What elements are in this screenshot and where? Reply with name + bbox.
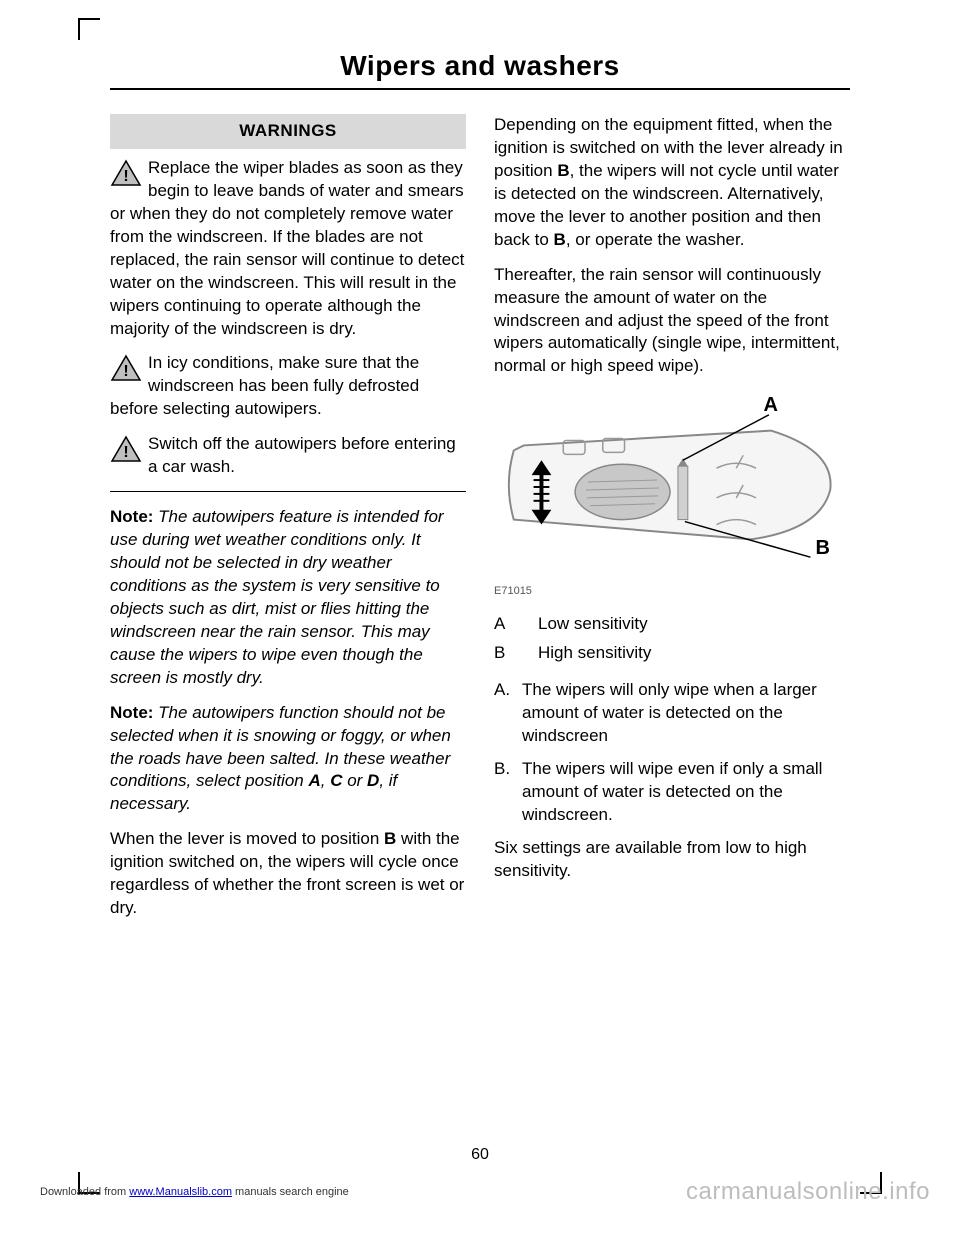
warning-triangle-icon: !	[110, 435, 142, 463]
list-b-letter: B.	[494, 758, 522, 827]
p1-b1: B	[557, 161, 569, 180]
warnings-header: WARNINGS	[110, 114, 466, 149]
warning-3-text: Switch off the autowipers before enterin…	[148, 434, 456, 476]
note-2-label: Note:	[110, 703, 153, 722]
watermark: carmanualsonline.info	[686, 1178, 930, 1206]
warning-3: ! Switch off the autowipers before enter…	[110, 433, 466, 479]
svg-text:!: !	[123, 168, 128, 185]
list-a-letter: A.	[494, 679, 522, 748]
footer-link[interactable]: www.Manualslib.com	[129, 1186, 232, 1198]
wiper-stalk-diagram: A B	[494, 390, 850, 580]
warning-2-text: In icy conditions, make sure that the wi…	[110, 353, 419, 418]
crop-mark-tl	[78, 18, 100, 40]
note-1-text: The autowipers feature is intended for u…	[110, 507, 444, 687]
p1-b2: B	[554, 230, 566, 249]
note-2-sep2: or	[342, 771, 367, 790]
legend-a: A Low sensitivity	[494, 613, 850, 636]
list-item-a: A. The wipers will only wipe when a larg…	[494, 679, 850, 748]
diagram-label-a: A	[764, 392, 778, 419]
diagram-label-b: B	[816, 535, 830, 562]
right-para-1: Depending on the equipment fitted, when …	[494, 114, 850, 252]
warning-triangle-icon: !	[110, 159, 142, 187]
warning-1: ! Replace the wiper blades as soon as th…	[110, 157, 466, 341]
note-2-d: D	[367, 771, 379, 790]
legend-a-letter: A	[494, 613, 538, 636]
footer-source: Downloaded from www.Manualslib.com manua…	[40, 1186, 349, 1198]
right-column: Depending on the equipment fitted, when …	[494, 114, 850, 932]
p1-post: , or operate the washer.	[566, 230, 745, 249]
lever-b: B	[384, 829, 396, 848]
page-content: Wipers and washers WARNINGS ! Replace th…	[110, 50, 850, 932]
legend-a-text: Low sensitivity	[538, 613, 648, 636]
legend-b: B High sensitivity	[494, 642, 850, 665]
page-number: 60	[0, 1146, 960, 1164]
footer-post: manuals search engine	[232, 1186, 349, 1198]
title-rule	[110, 88, 850, 90]
note-2-sep1: ,	[321, 771, 330, 790]
note-2-c: C	[330, 771, 342, 790]
note-2-a: A	[308, 771, 320, 790]
legend-b-letter: B	[494, 642, 538, 665]
footer-pre: Downloaded from	[40, 1186, 129, 1198]
note-2: Note: The autowipers function should not…	[110, 702, 466, 817]
warning-1-text: Replace the wiper blades as soon as they…	[110, 158, 464, 338]
svg-text:!: !	[123, 444, 128, 461]
lever-pre: When the lever is moved to position	[110, 829, 384, 848]
note-1: Note: The autowipers feature is intended…	[110, 506, 466, 690]
left-column: WARNINGS ! Replace the wiper blades as s…	[110, 114, 466, 932]
list-b-text: The wipers will wipe even if only a smal…	[522, 758, 850, 827]
right-para-2: Thereafter, the rain sensor will continu…	[494, 264, 850, 379]
warning-2: ! In icy conditions, make sure that the …	[110, 352, 466, 421]
note-1-label: Note:	[110, 507, 153, 526]
chapter-title: Wipers and washers	[110, 50, 850, 82]
list-item-b: B. The wipers will wipe even if only a s…	[494, 758, 850, 827]
diagram-code: E71015	[494, 584, 850, 599]
warnings-divider	[110, 491, 466, 492]
svg-text:!: !	[123, 363, 128, 380]
list-a-text: The wipers will only wipe when a larger …	[522, 679, 850, 748]
right-para-3: Six settings are available from low to h…	[494, 837, 850, 883]
note-2-text-pre: The autowipers function should not be se…	[110, 703, 451, 791]
two-column-layout: WARNINGS ! Replace the wiper blades as s…	[110, 114, 850, 932]
lever-paragraph: When the lever is moved to position B wi…	[110, 828, 466, 920]
warning-triangle-icon: !	[110, 354, 142, 382]
legend-b-text: High sensitivity	[538, 642, 651, 665]
